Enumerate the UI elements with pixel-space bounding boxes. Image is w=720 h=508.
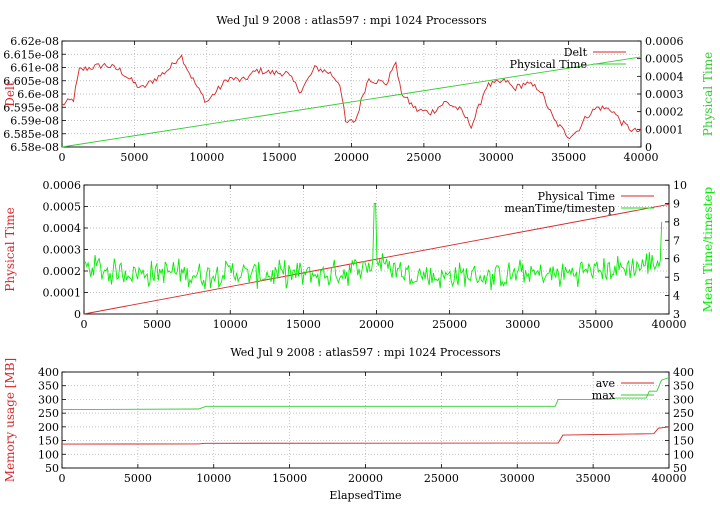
y-tick-label: 350: [38, 380, 59, 393]
series-line-2: [83, 202, 663, 291]
y2-tick-label: 0.0005: [645, 53, 684, 66]
plot-frame: [83, 184, 670, 315]
y2-tick-label: 0: [645, 141, 652, 154]
series-line-1: [61, 426, 670, 445]
y-tick-label: 0.0006: [43, 179, 82, 192]
plot-frame: [61, 40, 642, 148]
y-axis-label: Memory usage [MB]: [3, 358, 17, 482]
y2-tick-label: 7: [673, 234, 680, 247]
y-tick-label: 6.59e-08: [10, 115, 59, 128]
y-tick-label: 6.62e-08: [10, 35, 59, 48]
plot-frame: [61, 371, 670, 469]
x-tick-label: 35000: [576, 472, 611, 485]
y2-tick-label: 350: [673, 380, 694, 393]
y2-tick-label: 10: [673, 179, 687, 192]
legend-label: Physical Time: [510, 58, 587, 71]
y2-tick-label: 250: [673, 407, 694, 420]
x-tick-label: 15000: [262, 151, 297, 164]
y2-tick-label: 50: [673, 462, 687, 475]
x-tick-label: 0: [81, 318, 88, 331]
x-tick-label: 0: [59, 151, 66, 164]
legend-label: Physical Time: [538, 190, 615, 203]
y-tick-label: 6.58e-08: [10, 141, 59, 154]
y-tick-label: 150: [38, 435, 59, 448]
y2-tick-label: 9: [673, 197, 680, 210]
y2-tick-label: 100: [673, 448, 694, 461]
x-tick-label: 25000: [432, 318, 467, 331]
y2-tick-label: 8: [673, 216, 680, 229]
y2-tick-label: 0.0002: [645, 106, 684, 119]
x-tick-label: 20000: [334, 151, 369, 164]
x-tick-label: 20000: [359, 318, 394, 331]
x-axis-label: ElapsedTime: [329, 489, 401, 502]
y-axis-label: Delt: [3, 81, 17, 107]
x-tick-label: 0: [59, 472, 66, 485]
x-tick-label: 30000: [479, 151, 514, 164]
legend-label: max: [592, 389, 616, 402]
y2-tick-label: 0.0003: [645, 88, 684, 101]
y-tick-label: 6.61e-08: [10, 62, 59, 75]
x-tick-label: 10000: [213, 318, 248, 331]
y2-tick-label: 0.0004: [645, 70, 684, 83]
y-tick-label: 0: [74, 308, 81, 321]
x-tick-label: 25000: [406, 151, 441, 164]
x-tick-label: 35000: [551, 151, 586, 164]
y2-tick-label: 150: [673, 435, 694, 448]
series-line-2: [61, 377, 670, 411]
y-tick-label: 6.585e-08: [3, 128, 59, 141]
legend-label: ave: [596, 377, 615, 390]
y2-tick-label: 0.0006: [645, 35, 684, 48]
y2-axis-label: Mean Time/timestep: [701, 187, 715, 313]
x-tick-label: 5000: [143, 318, 171, 331]
y2-tick-label: 6: [673, 253, 680, 266]
x-tick-label: 20000: [348, 472, 383, 485]
y2-tick-label: 3: [673, 308, 680, 321]
y-tick-label: 6.6e-08: [17, 88, 59, 101]
y-tick-label: 0.0003: [43, 244, 82, 257]
x-tick-label: 15000: [286, 318, 321, 331]
x-tick-label: 25000: [424, 472, 459, 485]
y-tick-label: 0.0004: [43, 222, 82, 235]
y2-tick-label: 4: [673, 290, 680, 303]
x-tick-label: 15000: [272, 472, 307, 485]
y-tick-label: 6.615e-08: [3, 48, 59, 61]
y2-tick-label: 400: [673, 366, 694, 379]
y-tick-label: 200: [38, 421, 59, 434]
y-tick-label: 250: [38, 407, 59, 420]
y-tick-label: 0.0005: [43, 201, 82, 214]
y2-tick-label: 5: [673, 271, 680, 284]
legend-label: Delt: [564, 46, 588, 59]
x-tick-label: 5000: [124, 472, 152, 485]
x-tick-label: 30000: [505, 318, 540, 331]
y2-tick-label: 0.0001: [645, 123, 684, 136]
y-tick-label: 400: [38, 366, 59, 379]
x-tick-label: 5000: [120, 151, 148, 164]
y2-tick-label: 300: [673, 393, 694, 406]
x-tick-label: 10000: [196, 472, 231, 485]
y-tick-label: 6.605e-08: [3, 75, 59, 88]
x-tick-label: 40000: [652, 472, 687, 485]
x-tick-label: 35000: [578, 318, 613, 331]
y-tick-label: 0.0001: [43, 287, 82, 300]
y-tick-label: 6.595e-08: [3, 101, 59, 114]
y-axis-label: Physical Time: [3, 207, 17, 291]
legend-label: meanTime/timestep: [504, 202, 615, 215]
x-tick-label: 40000: [652, 318, 687, 331]
x-tick-label: 40000: [624, 151, 659, 164]
chart-title: Wed Jul 9 2008 : atlas597 : mpi 1024 Pro…: [216, 14, 487, 27]
y-tick-label: 0.0002: [43, 265, 82, 278]
y-tick-label: 50: [45, 462, 59, 475]
series-line-1: [83, 203, 670, 315]
x-tick-label: 10000: [189, 151, 224, 164]
chart-title: Wed Jul 9 2008 : atlas597 : mpi 1024 Pro…: [230, 346, 501, 359]
series-line-2: [61, 56, 642, 148]
series-line-1: [61, 54, 642, 140]
y-tick-label: 300: [38, 393, 59, 406]
y-tick-label: 100: [38, 448, 59, 461]
y2-axis-label: Physical Time: [701, 52, 715, 136]
y2-tick-label: 200: [673, 421, 694, 434]
x-tick-label: 30000: [500, 472, 535, 485]
